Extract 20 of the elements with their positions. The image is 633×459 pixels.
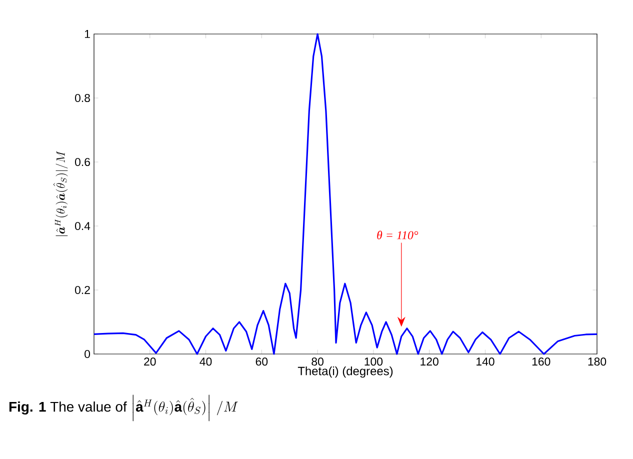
x-tick-label: 80 (312, 358, 324, 366)
x-tick-label: 60 (256, 358, 268, 366)
y-tick-label: 0 (84, 350, 90, 358)
y-axis-title: $|\hat{\boldsymbol{a}}^H(\theta_i)\hat{\boldsymbol{a}}(\hat{\theta}_S)|/M$ (53, 150, 68, 236)
x-tick-label: 40 (200, 358, 212, 366)
x-tick-label: 100 (364, 358, 383, 366)
text: $\left|\hat{\mathbf{a}}^H(\theta_i)\hat{\mathbf{a}}(\hat{\theta}_S)\right|\,/M$ (132, 394, 238, 422)
x-tick-label: 20 (144, 358, 156, 366)
y-tick-label: 0.2 (75, 286, 90, 294)
y-tick-label: 0.6 (75, 158, 90, 166)
x-axis-title: Theta(i) (degrees) (298, 366, 393, 378)
x-tick-label: 160 (532, 358, 550, 366)
text: Fig. 1 The value of (9, 401, 127, 415)
y-tick-label: 1 (84, 30, 90, 38)
x-tick-label: 120 (420, 358, 438, 366)
x-tick-label: 180 (588, 358, 606, 366)
y-tick-label: 0.4 (75, 222, 90, 230)
x-tick-label: 140 (476, 358, 494, 366)
y-tick-label: 0.8 (75, 94, 90, 102)
annotation: θ = 110° (377, 230, 418, 240)
